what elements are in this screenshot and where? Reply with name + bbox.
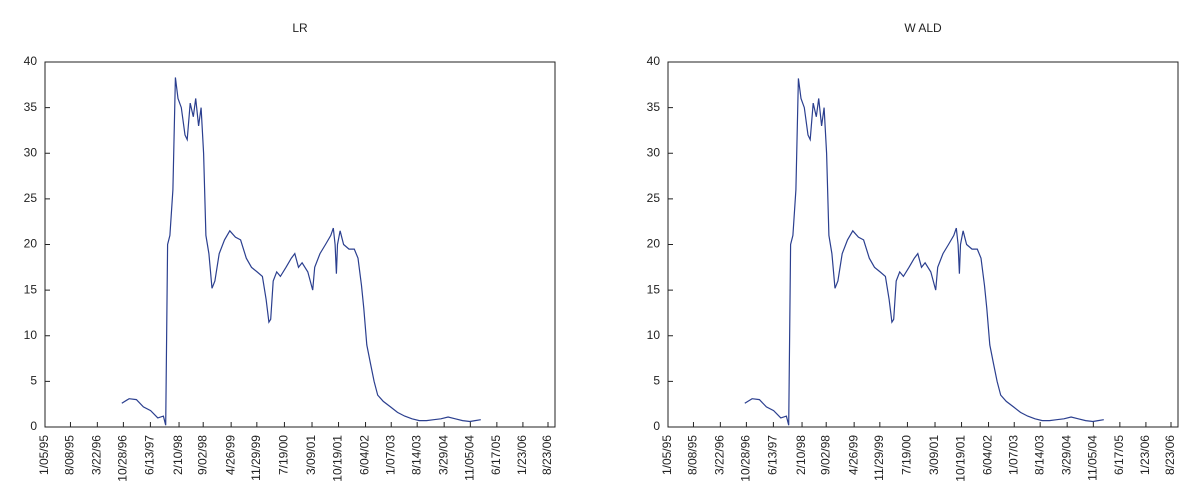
x-tick-label: 3/09/01 — [927, 435, 941, 475]
x-tick-label: 6/13/97 — [143, 435, 157, 475]
x-tick-label: 1/07/03 — [383, 435, 397, 475]
y-tick-label: 5 — [653, 374, 660, 388]
y-tick-label: 15 — [24, 282, 38, 296]
data-line — [121, 77, 481, 426]
x-tick-label: 8/08/95 — [63, 435, 77, 475]
x-tick-label: 6/17/05 — [1112, 435, 1126, 475]
x-tick-label: 4/26/99 — [223, 435, 237, 475]
y-tick-label: 5 — [30, 374, 37, 388]
y-tick-label: 30 — [647, 145, 661, 159]
x-tick-label: 8/14/03 — [409, 435, 423, 475]
x-tick-label: 11/29/99 — [249, 435, 263, 481]
x-tick-label: 10/28/96 — [739, 435, 753, 482]
chart-title: LR — [292, 21, 308, 35]
x-tick-label: 1/05/95 — [37, 435, 51, 475]
data-line — [744, 78, 1104, 426]
y-tick-label: 10 — [647, 328, 661, 342]
x-tick-label: 11/05/04 — [463, 435, 477, 481]
y-tick-label: 25 — [647, 191, 661, 205]
y-tick-label: 40 — [647, 54, 661, 68]
y-tick-label: 15 — [647, 282, 661, 296]
x-tick-label: 6/04/02 — [358, 435, 372, 475]
x-tick-label: 9/02/98 — [818, 435, 832, 475]
y-tick-label: 10 — [24, 328, 38, 342]
x-tick-label: 6/04/02 — [981, 435, 995, 475]
x-tick-label: 1/07/03 — [1006, 435, 1020, 475]
y-tick-label: 35 — [647, 100, 661, 114]
x-tick-label: 7/19/00 — [900, 435, 914, 475]
x-tick-label: 8/23/06 — [540, 435, 554, 475]
x-tick-label: 6/17/05 — [489, 435, 503, 475]
x-tick-label: 3/22/96 — [713, 435, 727, 475]
y-tick-label: 20 — [24, 237, 38, 251]
x-tick-label: 9/02/98 — [195, 435, 209, 475]
x-tick-label: 4/26/99 — [846, 435, 860, 475]
x-tick-label: 3/29/04 — [436, 435, 450, 475]
y-tick-label: 25 — [24, 191, 38, 205]
x-tick-label: 3/29/04 — [1059, 435, 1073, 475]
x-tick-label: 8/08/95 — [686, 435, 700, 475]
x-tick-label: 1/23/06 — [1138, 435, 1152, 475]
x-tick-label: 7/19/00 — [277, 435, 291, 475]
x-tick-label: 11/29/99 — [872, 435, 886, 481]
chart-title: W ALD — [904, 21, 942, 35]
x-tick-label: 10/28/96 — [116, 435, 130, 482]
y-tick-label: 0 — [653, 419, 660, 433]
x-tick-label: 10/19/01 — [954, 435, 968, 482]
y-tick-label: 35 — [24, 100, 38, 114]
x-tick-label: 2/10/98 — [794, 435, 808, 475]
y-tick-label: 30 — [24, 145, 38, 159]
x-tick-label: 11/05/04 — [1086, 435, 1100, 481]
x-tick-label: 3/22/96 — [90, 435, 104, 475]
x-tick-label: 10/19/01 — [331, 435, 345, 482]
x-tick-label: 1/05/95 — [660, 435, 674, 475]
y-tick-label: 20 — [647, 237, 661, 251]
y-tick-label: 0 — [30, 419, 37, 433]
x-tick-label: 6/13/97 — [766, 435, 780, 475]
y-tick-label: 40 — [24, 54, 38, 68]
x-tick-label: 8/23/06 — [1163, 435, 1177, 475]
x-tick-label: 3/09/01 — [304, 435, 318, 475]
x-tick-label: 1/23/06 — [515, 435, 529, 475]
x-tick-label: 2/10/98 — [171, 435, 185, 475]
x-tick-label: 8/14/03 — [1032, 435, 1046, 475]
